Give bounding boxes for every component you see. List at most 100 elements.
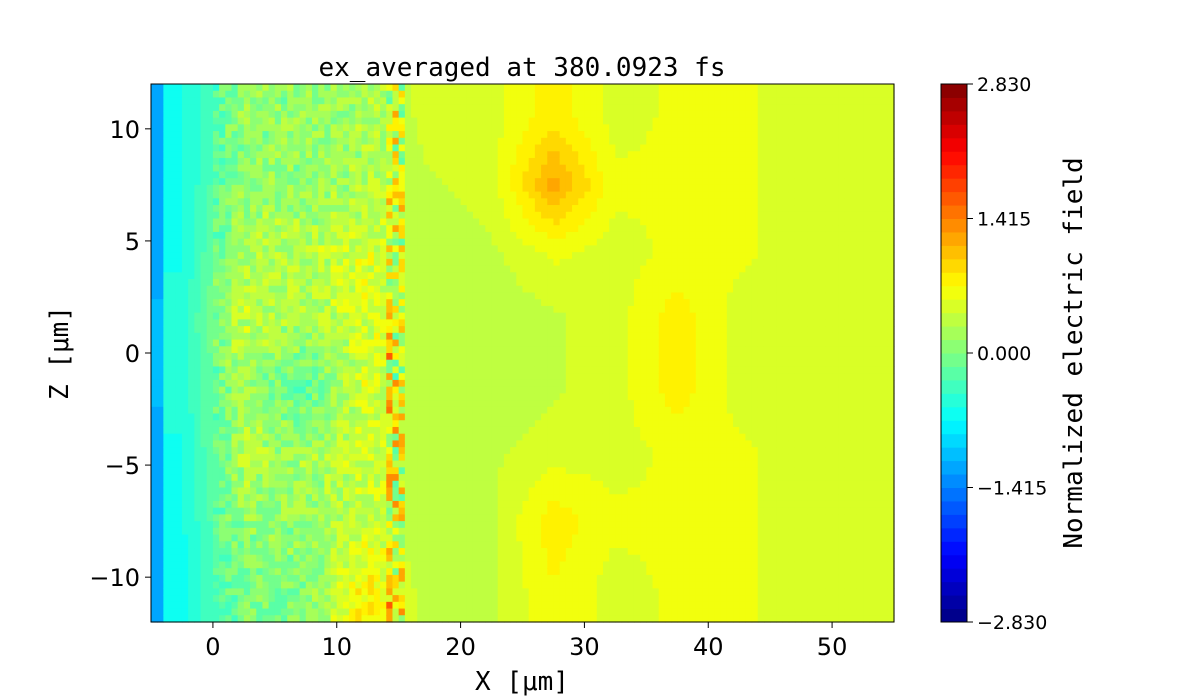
heatmap-cell <box>398 514 406 522</box>
heatmap-cell <box>305 144 313 152</box>
heatmap-cell <box>194 279 202 287</box>
heatmap-cell <box>367 608 375 616</box>
heatmap-cell <box>355 568 363 576</box>
heatmap-cell <box>380 480 387 489</box>
heatmap-cell <box>287 319 295 327</box>
heatmap-cell <box>151 346 158 354</box>
heatmap-cell <box>361 151 369 159</box>
heatmap-cell <box>318 305 325 314</box>
heatmap-cell <box>503 440 511 448</box>
heatmap-cell <box>510 198 517 206</box>
heatmap-cell <box>175 595 183 603</box>
heatmap-cell <box>510 366 517 374</box>
heatmap-cell <box>460 554 468 563</box>
heatmap-cell <box>386 245 394 253</box>
heatmap-cell <box>534 285 542 294</box>
heatmap-cell <box>287 117 295 125</box>
heatmap-cell <box>423 460 431 468</box>
heatmap-cell <box>206 467 214 475</box>
heatmap-cell <box>448 90 455 99</box>
heatmap-cell <box>380 305 387 314</box>
heatmap-cell <box>423 487 431 495</box>
heatmap-cell <box>472 467 480 475</box>
heatmap-cell <box>534 171 542 179</box>
heatmap-cell <box>243 191 251 199</box>
heatmap-cell <box>157 527 164 536</box>
heatmap-cell <box>435 467 443 475</box>
heatmap-cell <box>435 332 443 341</box>
heatmap-cell <box>429 305 437 314</box>
heatmap-cell <box>435 292 443 300</box>
heatmap-cell <box>367 84 375 92</box>
heatmap-cell <box>188 548 195 556</box>
heatmap-cell <box>429 218 437 226</box>
heatmap-cell <box>380 467 387 475</box>
heatmap-cell <box>175 588 183 596</box>
heatmap-cell <box>528 299 536 307</box>
heatmap-cell <box>305 258 313 267</box>
heatmap-cell <box>522 487 530 495</box>
heatmap-cell <box>472 595 480 603</box>
heatmap-cell <box>355 151 363 159</box>
heatmap-cell <box>497 426 505 435</box>
heatmap-cell <box>324 433 332 442</box>
heatmap-cell <box>274 265 282 273</box>
heatmap-cell <box>454 151 462 159</box>
heatmap-cell <box>491 97 499 105</box>
heatmap-cell <box>392 507 400 515</box>
heatmap-cell <box>386 184 394 193</box>
heatmap-cell <box>528 453 536 462</box>
heatmap-cell <box>237 460 245 468</box>
heatmap-cell <box>411 157 418 166</box>
heatmap-cell <box>510 615 517 623</box>
heatmap-cell <box>206 171 214 179</box>
heatmap-cell <box>305 90 313 99</box>
heatmap-cell <box>503 346 511 354</box>
heatmap-cell <box>318 151 325 159</box>
heatmap-cell <box>460 124 468 132</box>
heatmap-cell <box>380 184 387 193</box>
heatmap-cell <box>324 420 332 428</box>
heatmap-cell <box>355 272 363 280</box>
heatmap-cell <box>466 131 474 139</box>
heatmap-cell <box>429 137 437 146</box>
heatmap-cell <box>181 487 189 495</box>
heatmap-cell <box>157 494 164 502</box>
heatmap-cell <box>454 157 462 166</box>
heatmap-cell <box>311 97 319 105</box>
heatmap-cell <box>212 157 220 166</box>
heatmap-cell <box>336 353 344 361</box>
heatmap-cell <box>373 400 381 408</box>
heatmap-cell <box>268 332 276 341</box>
heatmap-cell <box>194 487 202 495</box>
heatmap-cell <box>404 157 412 166</box>
heatmap-cell <box>262 527 270 536</box>
heatmap-cell <box>305 386 313 394</box>
heatmap-cell <box>194 104 202 112</box>
heatmap-cell <box>318 527 325 536</box>
heatmap-cell <box>460 171 468 179</box>
heatmap-cell <box>510 400 517 408</box>
heatmap-cell <box>181 527 189 536</box>
heatmap-cell <box>188 265 195 273</box>
heatmap-cell <box>219 568 226 576</box>
heatmap-cell <box>435 474 443 482</box>
heatmap-cell <box>485 406 493 415</box>
heatmap-cell <box>411 178 418 186</box>
heatmap-cell <box>522 608 530 616</box>
heatmap-cell <box>510 97 517 105</box>
heatmap-cell <box>435 386 443 394</box>
heatmap-cell <box>510 595 517 603</box>
heatmap-cell <box>262 521 270 529</box>
heatmap-cell <box>268 231 276 240</box>
heatmap-cell <box>349 554 356 563</box>
heatmap-cell <box>435 272 443 280</box>
heatmap-cell <box>330 144 338 152</box>
heatmap-cell <box>250 467 257 475</box>
heatmap-cell <box>311 447 319 455</box>
heatmap-cell <box>181 171 189 179</box>
heatmap-cell <box>442 467 449 475</box>
heatmap-cell <box>268 568 276 576</box>
heatmap-cell <box>219 171 226 179</box>
heatmap-cell <box>516 131 524 139</box>
